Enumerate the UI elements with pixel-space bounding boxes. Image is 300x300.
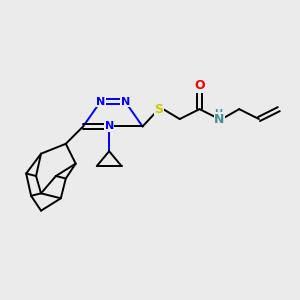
Text: N: N [121,97,130,107]
Text: H: H [214,109,222,118]
Text: O: O [194,79,205,92]
Text: N: N [96,97,105,107]
Text: N: N [104,122,114,131]
Text: N: N [214,112,224,125]
Text: S: S [154,103,163,116]
